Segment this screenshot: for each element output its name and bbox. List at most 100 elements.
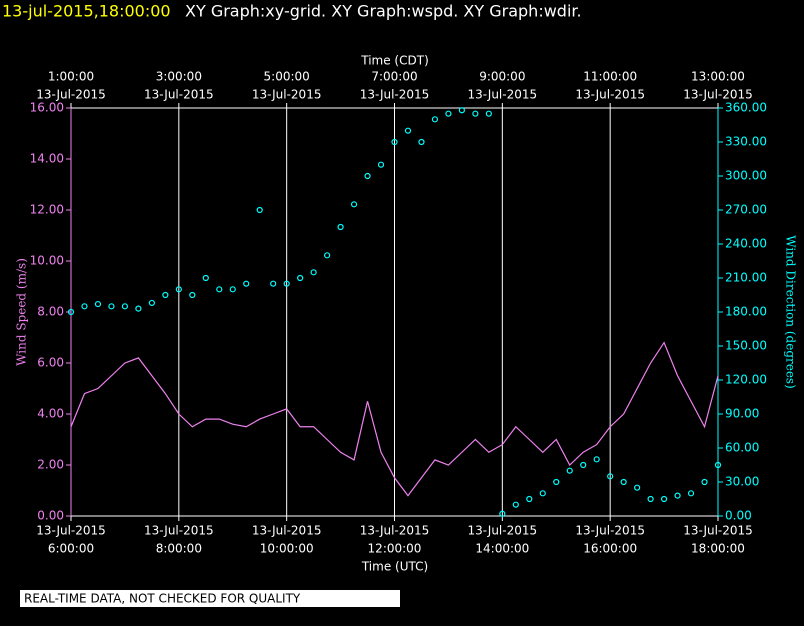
y2-tick-label: 180.00 — [725, 305, 767, 319]
y-tick-label: 4.00 — [37, 407, 64, 421]
x-tick-label: 6:00:00 — [48, 542, 94, 556]
direction-point — [256, 206, 263, 214]
x-tick-date: 13-Jul-2015 — [360, 524, 430, 538]
direction-point — [310, 269, 317, 276]
direction-point — [283, 280, 290, 287]
x-tick-label: 12:00:00 — [368, 542, 422, 556]
x-tick-date: 13-Jul-2015 — [575, 524, 645, 538]
speed-line — [70, 341, 719, 497]
x-tick-label: 14:00:00 — [475, 542, 529, 556]
y2-tick-label: 360.00 — [725, 101, 767, 115]
direction-point — [674, 492, 681, 499]
direction-point — [714, 461, 722, 469]
y2-tick-label: 240.00 — [725, 237, 767, 251]
y2-tick-label: 210.00 — [725, 271, 767, 285]
x2-tick-date: 13-Jul-2015 — [575, 88, 645, 102]
direction-point — [499, 510, 506, 517]
direction-point — [81, 303, 88, 310]
y-tick-label: 2.00 — [37, 458, 64, 472]
direction-point — [202, 274, 209, 282]
direction-point — [485, 110, 492, 117]
y2-tick-label: 330.00 — [725, 135, 767, 149]
direction-point — [175, 286, 182, 293]
x2-tick-label: 11:00:00 — [583, 70, 637, 84]
y-tick-label: 16.00 — [30, 101, 64, 115]
direction-point — [418, 138, 425, 146]
y2-tick-label: 270.00 — [725, 203, 767, 217]
y2-tick-label: 120.00 — [725, 373, 767, 387]
direction-point — [620, 478, 627, 486]
x2-tick-date: 13-Jul-2015 — [144, 88, 214, 102]
x-tick-label: 18:00:00 — [691, 542, 745, 556]
y2-tick-label: 150.00 — [725, 339, 767, 353]
direction-point — [660, 495, 668, 503]
x2-tick-label: 13:00:00 — [691, 70, 745, 84]
x2-tick-label: 1:00:00 — [48, 70, 94, 84]
direction-point — [324, 252, 331, 259]
x2-axis-title: Time (CDT) — [360, 54, 429, 68]
direction-point — [108, 303, 115, 310]
direction-point — [135, 305, 142, 312]
x2-tick-label: 9:00:00 — [479, 70, 525, 84]
direction-point — [297, 274, 304, 282]
direction-point — [553, 478, 560, 486]
x2-tick-date: 13-Jul-2015 — [683, 88, 753, 102]
notice: REAL-TIME DATA, NOT CHECKED FOR QUALITY — [24, 592, 301, 606]
direction-point — [67, 308, 75, 316]
x2-tick-label: 7:00:00 — [371, 70, 417, 84]
direction-point — [526, 495, 533, 503]
y2-tick-label: 90.00 — [725, 407, 759, 421]
x2-tick-date: 13-Jul-2015 — [468, 88, 538, 102]
direction-point — [162, 291, 169, 299]
y-tick-label: 14.00 — [30, 152, 64, 166]
direction-point — [647, 495, 654, 503]
y-tick-label: 6.00 — [37, 356, 64, 370]
direction-point — [350, 201, 358, 208]
x-tick-date: 13-Jul-2015 — [144, 524, 214, 538]
y2-tick-label: 60.00 — [725, 441, 759, 455]
x-tick-date: 13-Jul-2015 — [468, 524, 538, 538]
direction-point — [566, 467, 573, 474]
direction-point — [580, 461, 587, 469]
x-tick-label: 8:00:00 — [156, 542, 202, 556]
x2-tick-label: 5:00:00 — [264, 70, 310, 84]
direction-point — [391, 138, 398, 146]
direction-point — [189, 291, 196, 299]
direction-point — [431, 116, 439, 123]
direction-point — [472, 110, 479, 117]
notice-box — [20, 590, 400, 607]
direction-point — [512, 501, 519, 508]
y-tick-label: 12.00 — [30, 203, 64, 217]
x2-tick-label: 3:00:00 — [156, 70, 202, 84]
direction-point — [216, 286, 223, 293]
direction-point — [270, 280, 277, 287]
direction-point — [539, 490, 546, 497]
direction-point — [229, 286, 236, 293]
x-tick-date: 13-Jul-2015 — [36, 524, 106, 538]
y-tick-label: 0.00 — [37, 509, 64, 523]
direction-point — [377, 161, 385, 168]
x2-tick-date: 13-Jul-2015 — [36, 88, 106, 102]
direction-point — [243, 280, 250, 287]
direction-point — [458, 107, 465, 114]
x-tick-label: 16:00:00 — [583, 542, 637, 556]
direction-point — [593, 456, 600, 463]
direction-point — [701, 478, 708, 486]
x-axis-title: Time (UTC) — [361, 560, 428, 574]
y-tick-label: 8.00 — [37, 305, 64, 319]
x-tick-date: 13-Jul-2015 — [252, 524, 322, 538]
direction-point — [445, 110, 452, 117]
direction-point — [404, 127, 412, 134]
y-axis-title: Wind Speed (m/s) — [15, 258, 29, 366]
y2-tick-label: 300.00 — [725, 169, 767, 183]
direction-point — [337, 223, 344, 231]
graph-names: XY Graph:xy-grid. XY Graph:wspd. XY Grap… — [185, 2, 582, 21]
direction-point — [121, 303, 129, 310]
y-tick-label: 10.00 — [30, 254, 64, 268]
direction-point — [687, 490, 695, 497]
x-tick-label: 10:00:00 — [260, 542, 314, 556]
y2-tick-label: 0.00 — [725, 509, 752, 523]
